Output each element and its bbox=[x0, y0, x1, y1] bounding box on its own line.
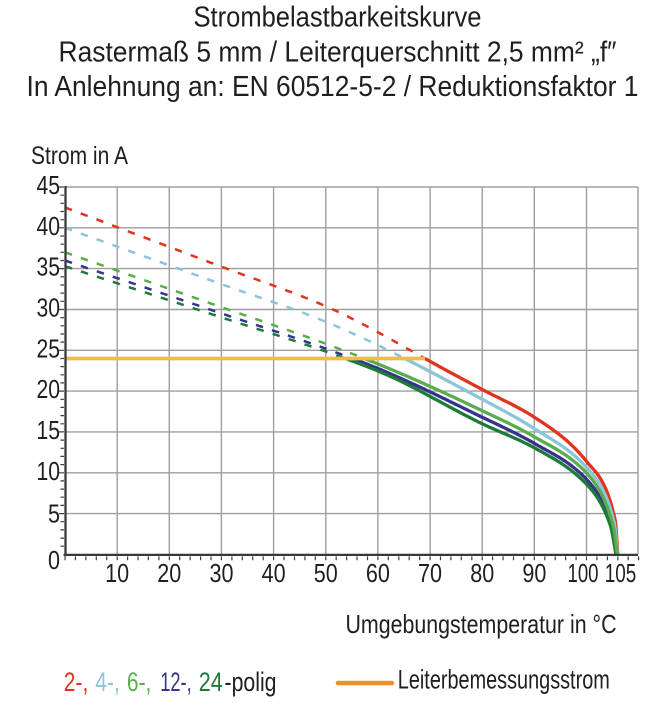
svg-text:30: 30 bbox=[209, 558, 233, 588]
svg-text:45: 45 bbox=[37, 170, 61, 200]
svg-text:70: 70 bbox=[418, 558, 442, 588]
svg-text:105: 105 bbox=[605, 558, 637, 588]
svg-text:100: 100 bbox=[568, 558, 599, 588]
svg-text:Strombelastbarkeitskurve: Strombelastbarkeitskurve bbox=[194, 1, 482, 33]
svg-text:6-,: 6-, bbox=[127, 667, 151, 697]
svg-text:40: 40 bbox=[37, 211, 61, 241]
svg-text:0: 0 bbox=[48, 545, 60, 575]
svg-text:30: 30 bbox=[37, 292, 61, 322]
svg-text:35: 35 bbox=[37, 252, 61, 282]
svg-text:40: 40 bbox=[262, 558, 286, 588]
svg-text:Umgebungstemperatur in °C: Umgebungstemperatur in °C bbox=[346, 609, 617, 639]
svg-text:-polig: -polig bbox=[225, 667, 277, 697]
svg-text:15: 15 bbox=[37, 415, 61, 445]
svg-text:Strom in A: Strom in A bbox=[31, 142, 128, 170]
svg-text:12-,: 12-, bbox=[160, 667, 192, 697]
svg-text:2-,: 2-, bbox=[64, 667, 89, 697]
svg-text:20: 20 bbox=[37, 374, 61, 404]
svg-text:4-,: 4-, bbox=[95, 667, 120, 697]
svg-text:24: 24 bbox=[199, 667, 223, 697]
svg-text:60: 60 bbox=[366, 558, 390, 588]
svg-text:Rastermaß 5 mm / Leiterquersch: Rastermaß 5 mm / Leiterquerschnitt 2,5 m… bbox=[59, 37, 617, 69]
svg-text:Leiterbemessungsstrom: Leiterbemessungsstrom bbox=[398, 665, 610, 695]
svg-text:10: 10 bbox=[37, 456, 61, 486]
svg-text:In Anlehnung an: EN 60512-5-2: In Anlehnung an: EN 60512-5-2 / Reduktio… bbox=[27, 71, 639, 103]
svg-text:10: 10 bbox=[105, 558, 129, 588]
svg-text:50: 50 bbox=[314, 558, 338, 588]
svg-text:90: 90 bbox=[522, 558, 546, 588]
svg-text:20: 20 bbox=[157, 558, 181, 588]
svg-text:25: 25 bbox=[37, 333, 61, 363]
svg-text:5: 5 bbox=[48, 499, 60, 529]
svg-text:80: 80 bbox=[470, 558, 494, 588]
